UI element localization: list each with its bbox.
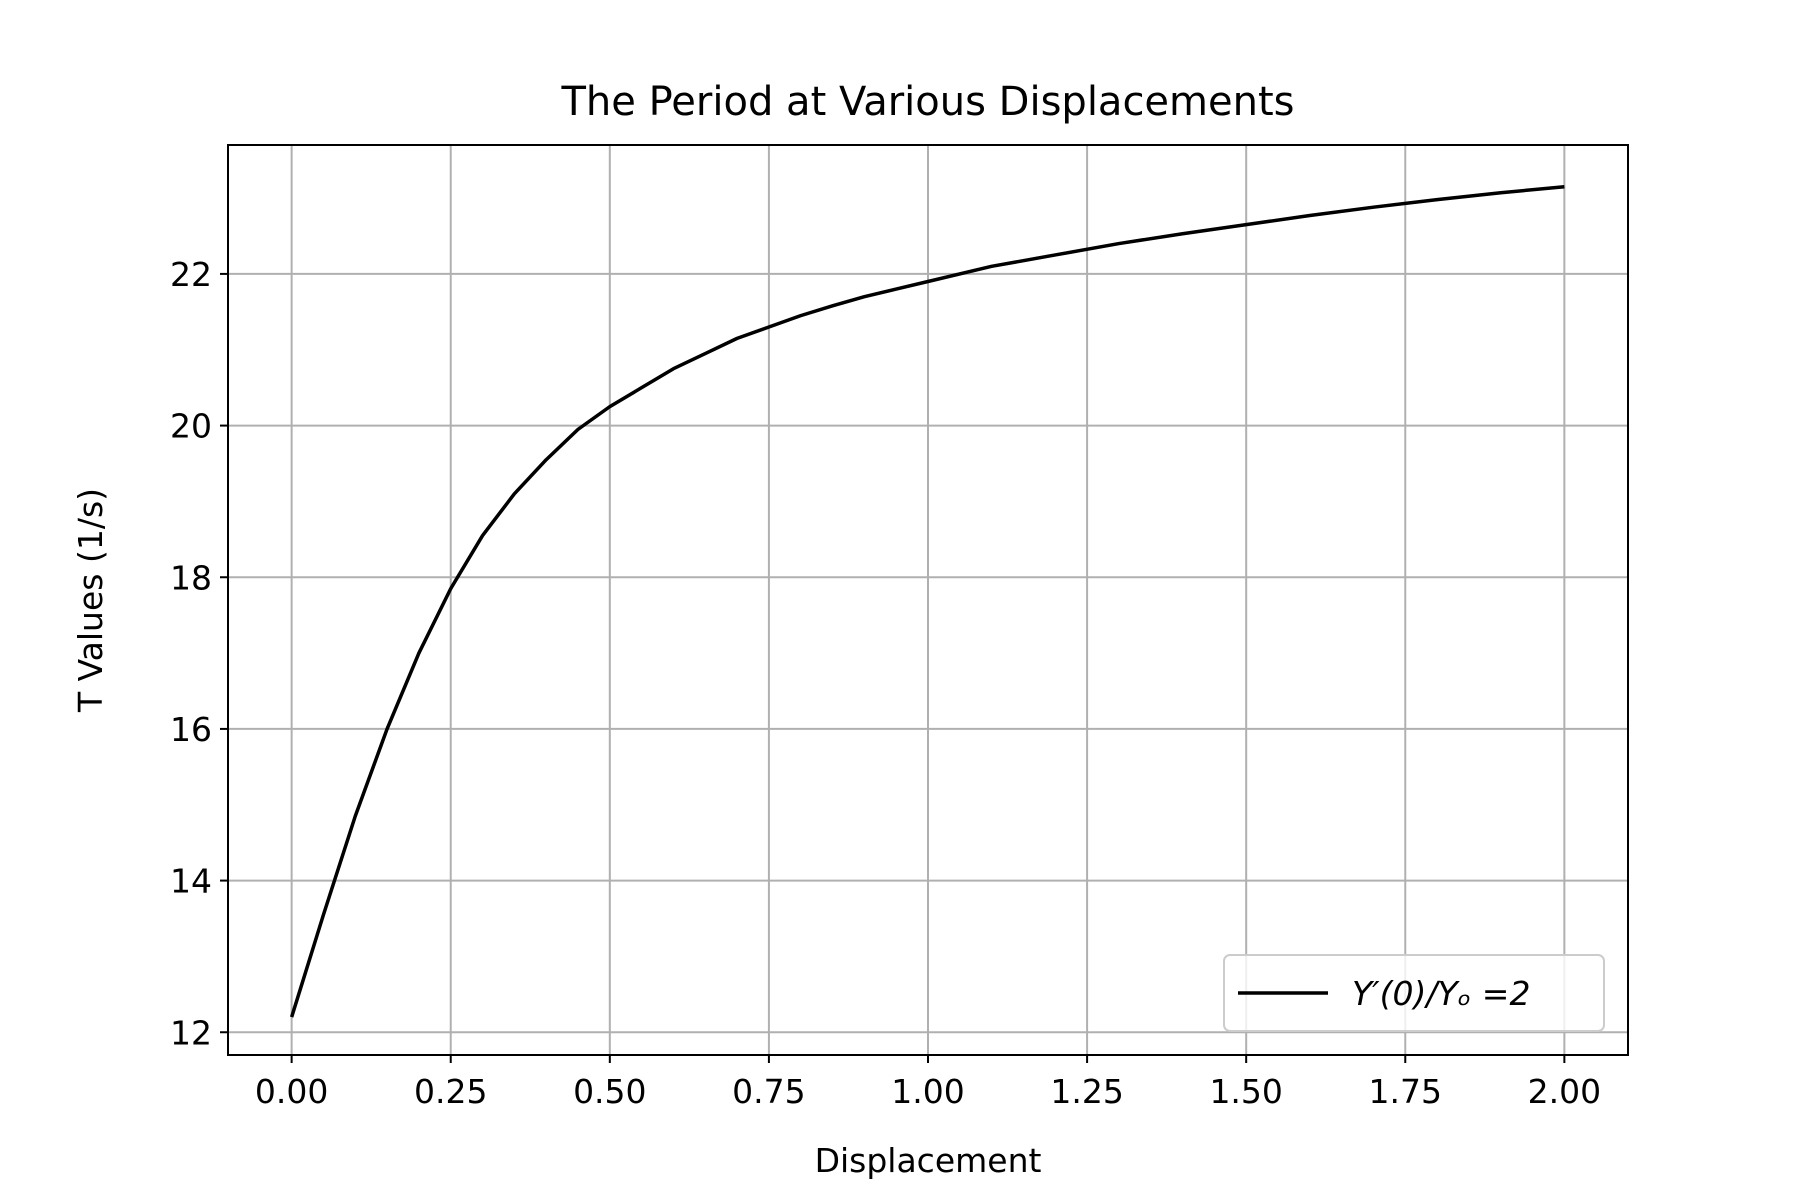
legend-label: Y′(0)/Yₒ =2 — [1352, 974, 1530, 1013]
x-tick-label: 0.50 — [573, 1072, 646, 1111]
x-tick-label: 0.25 — [414, 1072, 487, 1111]
x-tick-label: 1.50 — [1209, 1072, 1282, 1111]
legend: Y′(0)/Yₒ =2 — [1223, 954, 1605, 1032]
chart-title: The Period at Various Displacements — [561, 79, 1295, 125]
y-axis-label: T Values (1/s) — [71, 488, 110, 713]
x-axis-label: Displacement — [815, 1141, 1042, 1180]
y-tick-label: 14 — [170, 862, 212, 901]
x-axis-ticks: 0.00 0.25 0.50 0.75 1.00 1.25 1.50 1.75 2.00 — [255, 1055, 1601, 1111]
y-tick-label: 12 — [170, 1013, 212, 1052]
series-layer — [289, 184, 1565, 1018]
y-tick-label: 20 — [170, 407, 212, 446]
grid-layer — [228, 145, 1628, 1055]
x-tick-label: 0.75 — [732, 1072, 805, 1111]
y-axis-ticks: 12 14 16 18 20 22 — [170, 255, 228, 1052]
y-tick-label: 16 — [170, 710, 212, 749]
x-tick-label: 1.75 — [1369, 1072, 1442, 1111]
y-tick-label: 22 — [170, 255, 212, 294]
legend-box — [1223, 954, 1605, 1032]
x-tick-label: 1.25 — [1050, 1072, 1123, 1111]
x-tick-label: 0.00 — [255, 1072, 328, 1111]
x-tick-label: 2.00 — [1528, 1072, 1601, 1111]
series-line — [289, 184, 1565, 1018]
y-tick-label: 18 — [170, 558, 212, 597]
x-tick-label: 1.00 — [891, 1072, 964, 1111]
